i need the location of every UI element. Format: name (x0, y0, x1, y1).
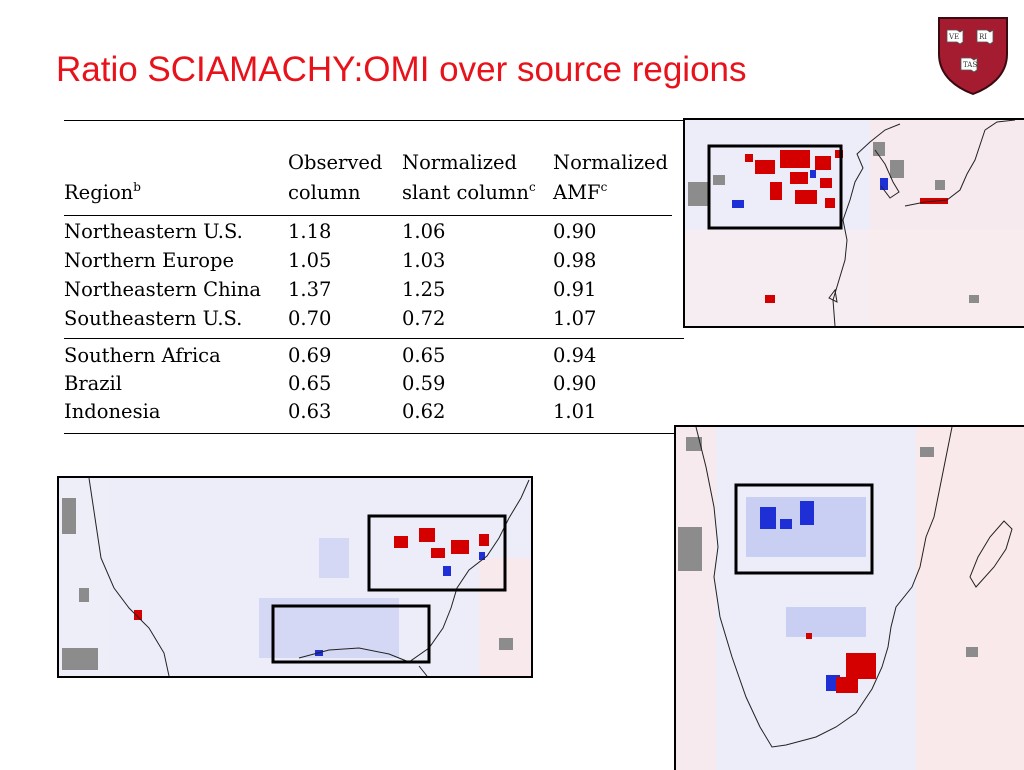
table-top-rule (64, 120, 684, 121)
header-amf-1: Normalized (553, 151, 669, 174)
header-slant-2: slant columnc (402, 180, 536, 204)
table-group-rule (64, 338, 684, 339)
row-observed: 1.05 (288, 249, 332, 272)
united-states-ratio-map (57, 476, 533, 678)
row-slant: 0.65 (402, 344, 446, 367)
row-observed: 0.63 (288, 400, 332, 423)
header-amf-2: AMFc (553, 180, 608, 204)
row-amf: 0.98 (553, 249, 597, 272)
header-observed-1: Observed (288, 151, 383, 174)
university-shield-icon: VE RI TAS (935, 14, 1011, 96)
header-region: Regionb (64, 180, 141, 204)
row-region: Northeastern U.S. (64, 220, 243, 243)
region-box-northeastern-china (707, 144, 843, 230)
shield-text-3: TAS (963, 61, 977, 69)
row-observed: 1.18 (288, 220, 332, 243)
row-slant: 0.72 (402, 307, 446, 330)
region-box-southern-africa (734, 483, 874, 575)
header-observed-2: column (288, 181, 361, 204)
row-slant: 1.03 (402, 249, 446, 272)
row-amf: 0.90 (553, 372, 597, 395)
row-region: Northern Europe (64, 249, 235, 272)
row-slant: 0.62 (402, 400, 446, 423)
row-slant: 0.59 (402, 372, 446, 395)
row-slant: 1.25 (402, 278, 446, 301)
row-region: Indonesia (64, 400, 161, 423)
row-amf: 0.91 (553, 278, 597, 301)
row-observed: 1.37 (288, 278, 332, 301)
header-slant-1: Normalized (402, 151, 518, 174)
row-region: Southeastern U.S. (64, 307, 243, 330)
row-amf: 1.01 (553, 400, 597, 423)
southern-africa-ratio-map (674, 425, 1024, 770)
shield-text-1: VE (948, 33, 959, 41)
table-bottom-rule (64, 433, 684, 434)
row-observed: 0.70 (288, 307, 332, 330)
row-amf: 0.90 (553, 220, 597, 243)
row-amf: 1.07 (553, 307, 597, 330)
region-box-northeastern-us (367, 514, 507, 592)
table-header-rule (64, 215, 672, 216)
row-region: Brazil (64, 372, 123, 395)
row-amf: 0.94 (553, 344, 597, 367)
shield-text-2: RI (979, 33, 987, 41)
east-asia-ratio-map (683, 118, 1024, 328)
row-slant: 1.06 (402, 220, 446, 243)
row-observed: 0.69 (288, 344, 332, 367)
row-region: Northeastern China (64, 278, 262, 301)
region-box-southeastern-us (271, 604, 431, 664)
slide-title: Ratio SCIAMACHY:OMI over source regions (56, 50, 747, 89)
row-observed: 0.65 (288, 372, 332, 395)
row-region: Southern Africa (64, 344, 221, 367)
